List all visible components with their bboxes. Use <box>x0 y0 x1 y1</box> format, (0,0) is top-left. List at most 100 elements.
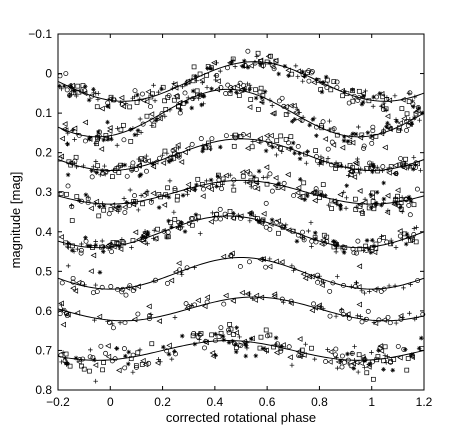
data-point-star <box>312 230 318 236</box>
data-point-star <box>153 118 159 123</box>
data-point-square <box>108 207 114 212</box>
data-point-triangle <box>273 144 280 150</box>
data-point-triangle <box>302 275 309 282</box>
data-point-square <box>174 197 180 203</box>
data-point-circle <box>146 360 152 366</box>
data-point-square <box>227 322 233 327</box>
data-point-star <box>390 367 396 373</box>
data-point-star <box>360 99 366 105</box>
data-point-plus <box>210 210 215 216</box>
data-point-plus <box>99 238 105 244</box>
data-point-triangle <box>120 103 127 110</box>
data-point-circle <box>148 104 153 110</box>
data-point-plus <box>393 320 399 326</box>
data-point-square <box>100 367 105 373</box>
data-point-circle <box>393 171 399 177</box>
data-point-triangle <box>205 184 211 191</box>
data-point-star <box>123 353 128 359</box>
data-point-star <box>245 65 251 70</box>
data-point-star <box>256 219 262 225</box>
data-point-triangle <box>239 289 245 296</box>
data-point-plus <box>392 196 398 201</box>
data-point-circle <box>209 136 215 142</box>
data-point-square <box>300 194 306 199</box>
data-point-plus <box>199 80 205 86</box>
data-point-triangle <box>356 263 363 270</box>
data-point-plus <box>250 139 256 144</box>
data-point-plus <box>321 279 326 285</box>
data-point-star <box>376 348 381 353</box>
data-point-circle <box>403 196 409 202</box>
x-axis-ticks: −0.2 0 0.2 0.4 0.6 0.8 1 1.2 <box>46 34 433 409</box>
data-point-circle <box>132 88 138 94</box>
data-point-plus <box>295 74 301 79</box>
data-point-triangle <box>150 190 156 197</box>
data-point-plus <box>304 160 309 166</box>
data-point-circle <box>183 301 189 307</box>
x-tick-label: 0.6 <box>259 395 276 409</box>
data-point-triangle <box>145 88 151 95</box>
data-point-circle <box>132 193 137 199</box>
data-point-circle <box>346 100 352 106</box>
data-point-circle <box>370 128 376 134</box>
data-point-triangle <box>397 313 404 319</box>
data-point-star <box>359 101 365 107</box>
data-point-square <box>333 166 338 171</box>
data-point-star <box>166 194 172 200</box>
data-point-plus <box>93 239 99 244</box>
data-point-square <box>267 332 273 338</box>
y-tick-label: 0.2 <box>35 146 52 160</box>
data-point-square <box>87 368 92 374</box>
data-point-circle <box>377 345 383 351</box>
data-point-triangle <box>75 279 82 286</box>
data-point-star <box>242 341 248 347</box>
data-point-star <box>269 217 275 223</box>
data-point-triangle <box>279 185 286 192</box>
data-point-triangle <box>99 105 105 112</box>
data-point-square <box>58 191 64 196</box>
data-point-star <box>247 87 252 93</box>
data-point-plus <box>335 274 340 279</box>
data-point-circle <box>323 359 329 364</box>
y-tick-label: 0.7 <box>35 343 52 357</box>
data-point-plus <box>59 302 64 308</box>
data-point-plus <box>300 78 306 84</box>
data-point-star <box>73 355 79 361</box>
data-point-star <box>259 95 265 101</box>
data-point-square <box>144 113 150 119</box>
data-point-plus <box>88 347 93 353</box>
data-point-star <box>69 248 75 253</box>
data-point-circle <box>276 98 282 104</box>
data-point-circle <box>78 250 84 256</box>
data-point-star <box>416 105 422 111</box>
data-point-plus <box>93 201 98 207</box>
data-point-star <box>231 211 236 216</box>
data-point-square <box>203 145 208 151</box>
data-point-star <box>179 220 184 226</box>
data-point-star <box>135 128 141 133</box>
data-point-triangle <box>288 102 294 109</box>
data-point-star <box>194 182 199 188</box>
data-point-square <box>236 93 242 98</box>
data-point-star <box>117 244 122 249</box>
data-point-star <box>385 120 390 126</box>
data-point-plus <box>94 133 100 139</box>
data-point-plus <box>97 172 103 178</box>
data-point-star <box>374 200 379 206</box>
data-point-triangle <box>239 169 246 176</box>
data-point-plus <box>393 117 399 122</box>
data-point-circle <box>365 308 371 314</box>
data-point-star <box>83 192 89 198</box>
data-point-star <box>379 202 384 208</box>
data-point-star <box>193 74 198 79</box>
data-point-star <box>125 361 131 367</box>
data-point-star <box>161 344 166 350</box>
data-point-plus <box>73 93 79 99</box>
data-point-triangle <box>210 353 217 360</box>
data-point-star <box>374 189 380 195</box>
data-point-star <box>350 87 355 93</box>
y-tick-label: 0.6 <box>35 304 52 318</box>
data-point-circle <box>306 78 312 84</box>
data-point-star <box>251 174 257 180</box>
data-point-triangle <box>272 57 279 64</box>
